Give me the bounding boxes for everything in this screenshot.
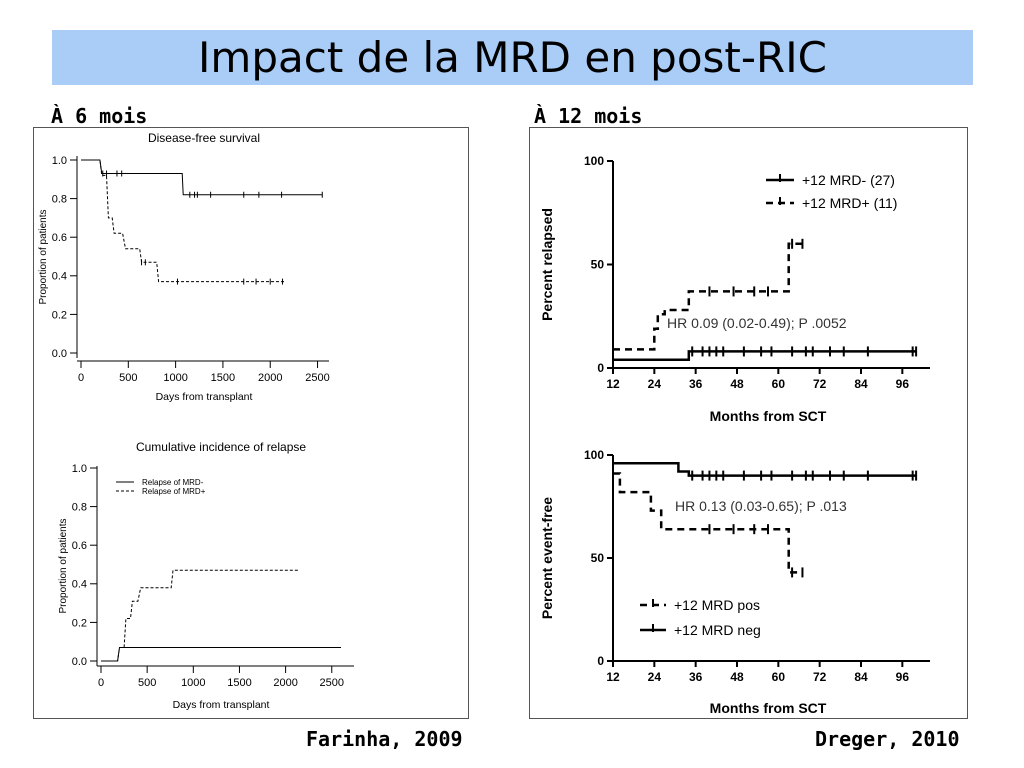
- y-tick-label: 0.8: [52, 193, 67, 205]
- left-heading: À 6 mois: [51, 104, 148, 128]
- y-tick-label: 100: [584, 448, 604, 462]
- series-line-dashed: [81, 159, 285, 283]
- hr-annotation: HR 0.09 (0.02-0.49); P .0052: [667, 315, 847, 331]
- y-tick-label: 50: [591, 258, 605, 272]
- chart-title: Disease-free survival: [148, 131, 260, 145]
- x-tick-label: 36: [689, 377, 703, 391]
- x-tick-label: 12: [606, 670, 620, 684]
- y-axis-label: Proportion of patients: [38, 209, 49, 304]
- chart-disease-free-survival: 0 500 1000 1500 2000 2500 0.0 0.2 0.4 0.6 0.8 1.0 Di…: [38, 131, 330, 403]
- x-tick-label: 12: [606, 377, 620, 391]
- y-tick-label: 0.4: [72, 579, 87, 591]
- left-citation: Farinha, 2009: [306, 727, 463, 751]
- y-tick-label: 1.0: [72, 463, 87, 475]
- series-line-solid: [613, 461, 917, 477]
- x-tick-label: 1500: [211, 372, 235, 384]
- legend-label: +12 MRD neg: [674, 622, 761, 638]
- chart-title: Cumulative incidence of relapse: [136, 440, 306, 454]
- left-panel: 0 500 1000 1500 2000 2500 0.0 0.2 0.4 0.6 0.8 1.0 Di…: [33, 127, 469, 719]
- series-line-solid: [81, 159, 323, 196]
- x-axis-label: Days from transplant: [156, 391, 253, 403]
- legend-label: Relapse of MRD+: [142, 487, 206, 496]
- x-axis-label: Days from transplant: [173, 699, 270, 711]
- legend-label: Relapse of MRD-: [142, 478, 204, 487]
- x-tick-label: 60: [772, 377, 786, 391]
- x-tick-label: 2500: [320, 677, 344, 689]
- legend-label: +12 MRD- (27): [802, 172, 895, 188]
- x-tick-label: 500: [138, 677, 156, 689]
- x-tick-label: 2000: [273, 677, 297, 689]
- x-tick-label: 60: [772, 670, 786, 684]
- x-tick-label: 24: [648, 377, 662, 391]
- x-tick-label: 2000: [258, 372, 282, 384]
- title-bar: Impact de la MRD en post-RIC: [52, 30, 973, 85]
- series-line-solid: [613, 350, 917, 361]
- chart-cumulative-relapse: 0 500 1000 1500 2000 2500 0.0 0.2 0.4 0.6 0.8 1.0 Cu…: [58, 440, 354, 711]
- y-tick-label: 1.0: [52, 155, 67, 167]
- y-tick-label: 0: [597, 361, 604, 375]
- x-tick-label: 1000: [181, 677, 205, 689]
- x-tick-label: 36: [689, 670, 703, 684]
- y-tick-label: 0.4: [52, 271, 67, 283]
- x-tick-label: 72: [813, 670, 827, 684]
- hr-annotation: HR 0.13 (0.03-0.65); P .013: [675, 498, 847, 514]
- right-panel: 12 24 36 48 60 72 84 96 0 50 100 Months from SCT Per…: [529, 127, 968, 719]
- x-tick-label: 500: [119, 372, 137, 384]
- series-line-dashed: [613, 242, 803, 351]
- x-tick-label: 84: [854, 670, 868, 684]
- x-tick-label: 24: [648, 670, 662, 684]
- x-tick-label: 96: [896, 670, 910, 684]
- left-figure: 0 500 1000 1500 2000 2500 0.0 0.2 0.4 0.6 0.8 1.0 Di…: [38, 131, 354, 711]
- x-tick-label: 1500: [227, 677, 251, 689]
- y-axis-label: Proportion of patients: [58, 518, 69, 613]
- x-tick-label: 1000: [163, 372, 187, 384]
- right-heading: À 12 mois: [534, 104, 643, 128]
- x-tick-label: 84: [854, 377, 868, 391]
- x-tick-label: 96: [896, 377, 910, 391]
- right-figure: 12 24 36 48 60 72 84 96 0 50 100 Months from SCT Per…: [539, 154, 930, 716]
- legend-label: +12 MRD pos: [674, 597, 760, 613]
- series-line-dashed: [101, 569, 300, 662]
- y-tick-label: 50: [591, 551, 605, 565]
- y-tick-label: 0.2: [72, 617, 87, 629]
- y-tick-label: 0.6: [72, 540, 87, 552]
- legend-label: +12 MRD+ (11): [802, 195, 897, 211]
- slide-title: Impact de la MRD en post-RIC: [198, 33, 827, 82]
- y-tick-label: 0.2: [52, 309, 67, 321]
- x-tick-label: 48: [730, 377, 744, 391]
- x-tick-label: 0: [78, 372, 84, 384]
- y-tick-label: 100: [584, 154, 604, 168]
- chart-percent-relapsed: 12 24 36 48 60 72 84 96 0 50 100 Months from SCT Per…: [539, 154, 930, 424]
- y-tick-label: 0.0: [52, 348, 67, 360]
- y-tick-label: 0.8: [72, 501, 87, 513]
- x-axis-label: Months from SCT: [710, 408, 827, 424]
- x-tick-label: 2500: [305, 372, 329, 384]
- series-line-solid: [101, 647, 341, 662]
- y-tick-label: 0.0: [72, 656, 87, 668]
- x-tick-label: 0: [98, 677, 104, 689]
- chart-percent-event-free: 12 24 36 48 60 72 84 96 0 50 100 Months from SCT Per…: [539, 448, 930, 716]
- y-axis-label: Percent event-free: [539, 497, 555, 619]
- y-axis-label: Percent relapsed: [539, 208, 555, 321]
- y-tick-label: 0.6: [52, 232, 67, 244]
- x-tick-label: 48: [730, 670, 744, 684]
- x-tick-label: 72: [813, 377, 827, 391]
- y-tick-label: 0: [597, 654, 604, 668]
- x-axis-label: Months from SCT: [710, 700, 827, 716]
- series-line-dashed: [613, 472, 803, 574]
- right-citation: Dreger, 2010: [815, 727, 960, 751]
